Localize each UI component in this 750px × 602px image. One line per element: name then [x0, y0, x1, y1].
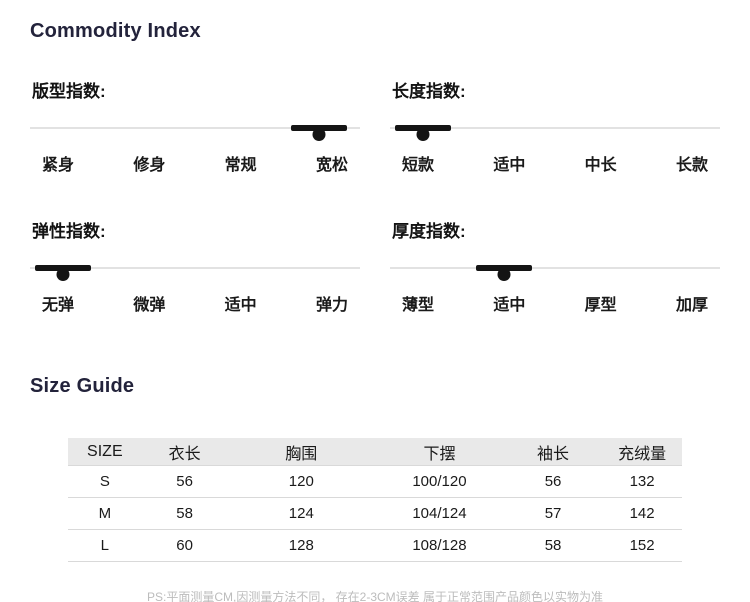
table-cell: 142 — [602, 497, 682, 530]
table-cell: 108/128 — [374, 529, 504, 562]
length-options: 短款 适中 中长 长款 — [390, 151, 720, 175]
slider-track-line — [390, 267, 720, 269]
table-row-m: M 58 124 104/124 57 142 — [68, 497, 682, 530]
table-row-l: L 60 128 108/128 58 152 — [68, 529, 682, 562]
table-cell: M — [68, 497, 142, 530]
slider-track-line — [30, 127, 360, 129]
slider-track-line — [30, 267, 360, 269]
fit-options: 紧身 修身 常规 宽松 — [30, 151, 360, 175]
table-cell: 100/120 — [374, 465, 504, 498]
table-cell: 124 — [227, 497, 375, 530]
option-label: 适中 — [493, 297, 526, 314]
option-label: 微弹 — [133, 297, 166, 314]
size-table: SIZE 衣长 胸围 下摆 袖长 充绒量 S 56 120 100/120 56… — [68, 438, 682, 562]
option-label: 短款 — [402, 157, 435, 174]
option-label: 紧身 — [42, 157, 75, 174]
option-label: 厚型 — [584, 297, 617, 314]
thickness-index-title: 厚度指数: — [392, 222, 466, 241]
slider-track-line — [390, 127, 720, 129]
table-cell: S — [68, 465, 142, 498]
table-cell: 104/124 — [374, 497, 504, 530]
index-group-length: 长度指数: 短款 适中 中长 长款 — [390, 77, 720, 175]
index-groups: 版型指数: 紧身 修身 常规 宽松 长度指数: 短款 适中 中长 长 — [30, 77, 720, 315]
elasticity-index-title: 弹性指数: — [32, 222, 106, 241]
measurement-note: PS:平面测量CM,因测量方法不同， 存在2-3CM误差 属于正常范围产品颜色以… — [146, 590, 603, 602]
index-group-thickness: 厚度指数: 薄型 适中 厚型 加厚 — [390, 217, 720, 315]
fit-slider-track — [30, 124, 360, 141]
table-header-sleeve: 袖长 — [503, 438, 603, 466]
length-index-title: 长度指数: — [392, 82, 466, 101]
size-guide-title: Size Guide — [30, 375, 135, 397]
table-cell: 56 — [503, 465, 603, 498]
thickness-slider-track — [390, 264, 720, 281]
length-slider-track — [390, 124, 720, 141]
table-header-bust: 胸围 — [227, 438, 375, 466]
table-cell: 58 — [141, 497, 228, 530]
table-cell: 128 — [227, 529, 375, 562]
page-title: Commodity Index — [30, 20, 201, 42]
option-label: 宽松 — [315, 157, 348, 174]
table-header-size: SIZE — [68, 438, 142, 466]
thickness-options: 薄型 适中 厚型 加厚 — [390, 291, 720, 315]
elasticity-options: 无弹 微弹 适中 弹力 — [30, 291, 360, 315]
option-label: 常规 — [224, 157, 257, 174]
elasticity-slider-marker — [35, 265, 91, 271]
option-label: 适中 — [493, 157, 526, 174]
table-header-garment-length: 衣长 — [141, 438, 228, 466]
fit-index-title: 版型指数: — [32, 82, 106, 101]
table-header-down-fill: 充绒量 — [602, 438, 682, 466]
option-label: 加厚 — [675, 297, 708, 314]
index-group-fit: 版型指数: 紧身 修身 常规 宽松 — [30, 77, 360, 175]
table-cell: 56 — [141, 465, 228, 498]
table-cell: 120 — [227, 465, 375, 498]
size-table-header-row: SIZE 衣长 胸围 下摆 袖长 充绒量 — [68, 438, 682, 466]
table-cell: 60 — [141, 529, 228, 562]
option-label: 中长 — [584, 157, 617, 174]
option-label: 适中 — [224, 297, 257, 314]
option-label: 无弹 — [42, 297, 75, 314]
option-label: 薄型 — [402, 297, 435, 314]
table-header-hem: 下摆 — [374, 438, 504, 466]
option-label: 弹力 — [315, 297, 348, 314]
table-cell: 152 — [602, 529, 682, 562]
table-cell: 132 — [602, 465, 682, 498]
table-row-s: S 56 120 100/120 56 132 — [68, 465, 682, 498]
index-group-elasticity: 弹性指数: 无弹 微弹 适中 弹力 — [30, 217, 360, 315]
elasticity-slider-track — [30, 264, 360, 281]
option-label: 长款 — [675, 157, 708, 174]
table-cell: 58 — [503, 529, 603, 562]
table-cell: 57 — [503, 497, 603, 530]
fit-slider-marker — [290, 125, 347, 131]
table-cell: L — [68, 529, 142, 562]
thickness-slider-marker — [475, 265, 532, 271]
option-label: 修身 — [133, 157, 166, 174]
length-slider-marker — [395, 125, 451, 131]
